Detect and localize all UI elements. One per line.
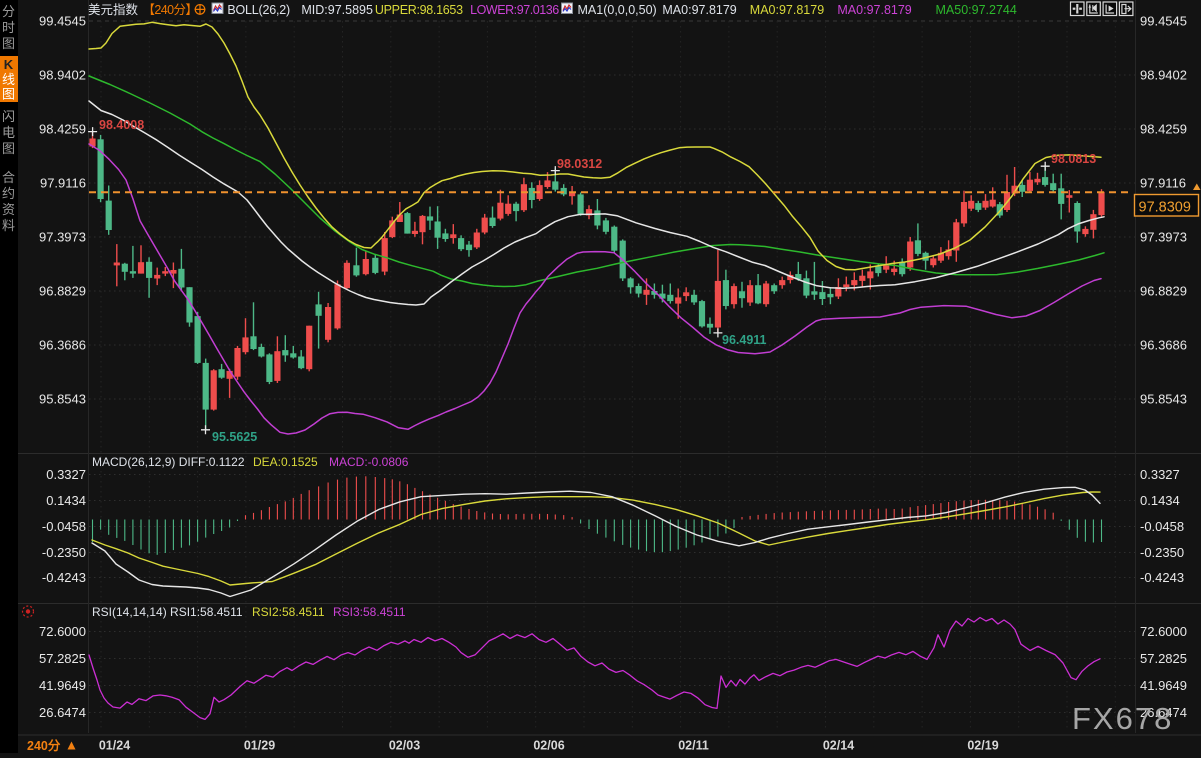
svg-text:分: 分	[2, 4, 15, 19]
svg-text:MACD(26,12,9) DIFF:0.1122: MACD(26,12,9) DIFF:0.1122	[92, 455, 245, 469]
svg-text:电: 电	[2, 125, 15, 140]
svg-text:98.4008: 98.4008	[99, 118, 144, 132]
svg-text:95.5625: 95.5625	[212, 430, 257, 444]
svg-text:0.1434: 0.1434	[46, 493, 86, 508]
svg-text:02/14: 02/14	[823, 739, 854, 753]
svg-text:96.4911: 96.4911	[722, 333, 767, 347]
svg-text:02/19: 02/19	[967, 739, 998, 753]
svg-text:MA0:97.8179: MA0:97.8179	[662, 3, 736, 17]
svg-text:DEA:0.1525: DEA:0.1525	[253, 455, 318, 469]
svg-text:96.8829: 96.8829	[39, 284, 86, 299]
svg-text:图: 图	[2, 36, 15, 51]
svg-text:98.4259: 98.4259	[1140, 122, 1187, 137]
svg-text:-0.4243: -0.4243	[1140, 570, 1184, 585]
svg-text:96.3686: 96.3686	[1140, 338, 1187, 353]
svg-text:97.9116: 97.9116	[1140, 176, 1186, 191]
svg-text:98.0312: 98.0312	[557, 157, 602, 171]
svg-text:图: 图	[2, 141, 15, 156]
svg-text:-0.2350: -0.2350	[42, 545, 86, 560]
svg-text:RSI(14,14,14) RSI1:58.4511: RSI(14,14,14) RSI1:58.4511	[92, 605, 243, 619]
svg-text:02/06: 02/06	[533, 739, 564, 753]
svg-text:01/24: 01/24	[99, 739, 130, 753]
svg-text:MA50:97.2744: MA50:97.2744	[936, 3, 1017, 17]
svg-text:时: 时	[2, 20, 15, 35]
svg-text:95.8543: 95.8543	[1140, 392, 1187, 407]
svg-text:图: 图	[2, 87, 15, 102]
svg-text:0.1434: 0.1434	[1140, 493, 1180, 508]
svg-text:99.4545: 99.4545	[39, 14, 86, 29]
svg-text:合: 合	[2, 170, 15, 185]
svg-text:RSI2:58.4511: RSI2:58.4511	[252, 605, 325, 619]
svg-text:57.2825: 57.2825	[39, 651, 86, 666]
svg-text:MACD:-0.0806: MACD:-0.0806	[329, 455, 409, 469]
svg-text:98.0813: 98.0813	[1051, 152, 1096, 166]
svg-text:LOWER:97.0136: LOWER:97.0136	[470, 3, 559, 17]
svg-text:97.9116: 97.9116	[40, 176, 86, 191]
svg-text:UPPER:98.1653: UPPER:98.1653	[375, 3, 463, 17]
svg-text:K: K	[4, 57, 14, 72]
svg-text:-0.2350: -0.2350	[1140, 545, 1184, 560]
svg-text:MA0:97.8179: MA0:97.8179	[750, 3, 824, 17]
svg-text:41.9649: 41.9649	[39, 678, 86, 693]
svg-text:MA0:97.8179: MA0:97.8179	[837, 3, 911, 17]
svg-text:01/29: 01/29	[244, 739, 275, 753]
svg-text:BOLL(26,2): BOLL(26,2)	[227, 3, 290, 17]
svg-text:闪: 闪	[2, 109, 15, 124]
svg-text:0.3327: 0.3327	[46, 467, 86, 482]
svg-text:美元指数: 美元指数	[88, 2, 139, 17]
svg-text:72.6000: 72.6000	[1140, 624, 1187, 639]
svg-text:57.2825: 57.2825	[1140, 651, 1187, 666]
svg-text:97.3973: 97.3973	[1140, 230, 1187, 245]
svg-text:02/03: 02/03	[389, 739, 420, 753]
svg-text:MID:97.5895: MID:97.5895	[301, 3, 373, 17]
svg-text:98.4259: 98.4259	[39, 122, 86, 137]
svg-text:约: 约	[2, 186, 15, 201]
svg-text:资: 资	[2, 202, 15, 217]
svg-text:-0.4243: -0.4243	[42, 570, 86, 585]
svg-text:97.8309: 97.8309	[1139, 200, 1191, 216]
svg-text:FX678: FX678	[1072, 701, 1173, 736]
svg-text:98.9402: 98.9402	[1140, 68, 1187, 83]
svg-text:98.9402: 98.9402	[39, 68, 86, 83]
svg-text:线: 线	[2, 72, 15, 87]
svg-text:26.6474: 26.6474	[1140, 705, 1187, 720]
svg-text:95.8543: 95.8543	[39, 392, 86, 407]
svg-text:【240分】: 【240分】	[143, 3, 198, 17]
svg-text:0.3327: 0.3327	[1140, 467, 1180, 482]
svg-text:料: 料	[2, 218, 15, 233]
svg-text:96.3686: 96.3686	[39, 338, 86, 353]
svg-text:-0.0458: -0.0458	[1140, 519, 1184, 534]
svg-text:72.6000: 72.6000	[39, 624, 86, 639]
svg-text:02/11: 02/11	[678, 739, 709, 753]
svg-text:97.3973: 97.3973	[39, 230, 86, 245]
svg-text:41.9649: 41.9649	[1140, 678, 1187, 693]
svg-text:-0.0458: -0.0458	[42, 519, 86, 534]
svg-text:26.6474: 26.6474	[39, 705, 86, 720]
svg-text:MA1(0,0,0,50): MA1(0,0,0,50)	[578, 3, 657, 17]
svg-text:RSI3:58.4511: RSI3:58.4511	[333, 605, 406, 619]
svg-text:99.4545: 99.4545	[1140, 14, 1187, 29]
svg-text:96.8829: 96.8829	[1140, 284, 1187, 299]
svg-text:240分: 240分	[27, 738, 61, 753]
